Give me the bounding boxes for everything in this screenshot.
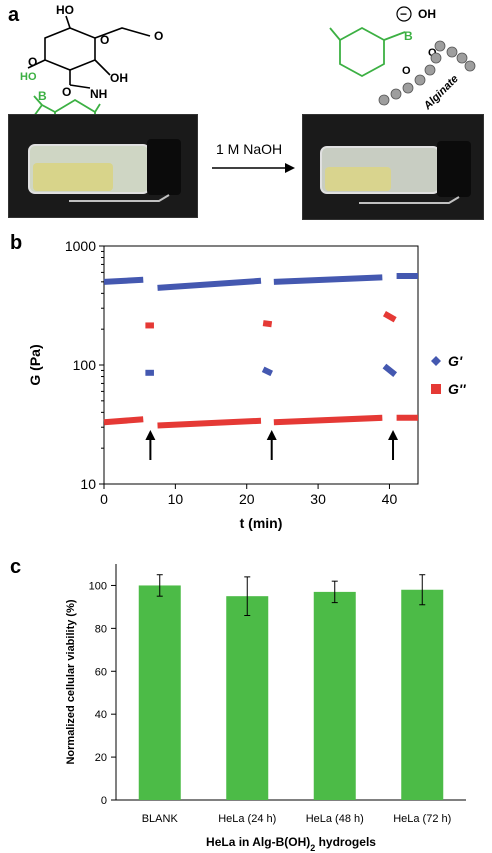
y-tick-label: 20	[95, 752, 107, 764]
bar	[313, 591, 356, 800]
y-tick-label: 80	[95, 623, 107, 635]
y-tick-label: 1000	[65, 238, 96, 254]
left-group-ho: HO	[56, 3, 74, 17]
left-group-oh: OH	[110, 71, 128, 85]
series-g-prime-segment	[103, 276, 144, 285]
x-tick-label: HeLa (24 h)	[218, 813, 276, 825]
left-molecule	[27, 15, 151, 89]
x-axis-label-suffix: hydrogels	[315, 835, 376, 849]
event-arrowhead-icon	[266, 430, 277, 440]
event-arrowhead-icon	[145, 430, 156, 440]
x-tick-label: 10	[168, 491, 184, 507]
bar	[401, 589, 444, 800]
vial-after-icon	[320, 141, 471, 204]
x-axis-label-subscript: 2	[310, 843, 315, 853]
series-g-double-prime-segment	[273, 414, 383, 426]
series-g-prime-segment	[273, 274, 383, 285]
legend-label: G''	[448, 381, 466, 397]
reaction-arrowhead-icon	[285, 163, 295, 173]
right-group-b: B	[404, 29, 413, 43]
y-axis-label: Normalized cellular viability (%)	[65, 599, 77, 764]
right-group-o2: O	[402, 65, 411, 77]
series-g-double-prime-segment	[157, 417, 262, 429]
panel-label-a: a	[8, 4, 20, 26]
x-axis-label-prefix: HeLa in Alg-B(OH)	[206, 835, 310, 849]
series-g-prime-segment	[157, 277, 262, 291]
left-group-o2: O	[28, 55, 37, 69]
y-tick-label: 100	[73, 357, 97, 373]
x-axis-label: HeLa in Alg-B(OH)2 hydrogels	[206, 835, 376, 853]
legend-square-icon	[431, 384, 441, 394]
x-axis-label: t (min)	[240, 515, 283, 531]
x-tick-label: 20	[239, 491, 255, 507]
panel-label-c: c	[10, 556, 22, 578]
y-tick-label: 0	[101, 795, 107, 807]
x-tick-label: HeLa (72 h)	[393, 813, 451, 825]
series-g-double-prime-segment	[262, 320, 273, 328]
viability-chart: 0 20 40 60 80 100 BLANK HeLa (24 h) HeLa (48 h) H…	[65, 564, 466, 853]
left-group-nh: NH	[90, 87, 107, 101]
y-tick-label: 10	[80, 476, 96, 492]
series-g-prime-segment	[382, 363, 398, 377]
vial-photo-after	[302, 114, 484, 220]
y-tick-label: 60	[95, 666, 107, 678]
alginate-label: Alginate	[421, 73, 461, 113]
left-group-o4: O	[154, 29, 163, 43]
x-tick-label: 0	[100, 491, 108, 507]
boron-charge-icon	[396, 6, 412, 22]
series-g-prime-segment	[261, 366, 273, 377]
event-arrowhead-icon	[388, 430, 399, 440]
right-group-oh: OH	[418, 7, 436, 21]
bar	[226, 596, 269, 800]
left-group-o1: O	[100, 33, 109, 47]
vial-photo-before	[8, 114, 198, 218]
left-group-b: B	[38, 89, 47, 103]
x-tick-label: HeLa (48 h)	[306, 813, 364, 825]
x-tick-label: 40	[382, 491, 398, 507]
boron-charge-sign: −	[400, 7, 407, 21]
x-tick-label: 30	[310, 491, 326, 507]
legend-diamond-icon	[431, 356, 441, 366]
reaction-condition-label: 1 M NaOH	[216, 141, 282, 157]
legend-label: G'	[448, 353, 463, 369]
x-tick-label: BLANK	[142, 813, 179, 825]
alginate-beads	[378, 40, 476, 106]
series-g-double-prime-segment	[382, 311, 397, 323]
y-tick-label: 100	[89, 580, 107, 592]
y-tick-label: 40	[95, 709, 107, 721]
left-group-o3: O	[62, 85, 71, 99]
right-group-o1: O	[428, 47, 437, 59]
vial-before-icon	[28, 139, 181, 202]
bar	[138, 585, 181, 800]
y-axis-label: G (Pa)	[27, 344, 43, 385]
left-group-ho-b: HO	[20, 71, 37, 83]
panel-label-b: b	[10, 232, 23, 254]
series-g-double-prime-segment	[103, 416, 144, 426]
right-phenylboronic	[329, 26, 406, 78]
